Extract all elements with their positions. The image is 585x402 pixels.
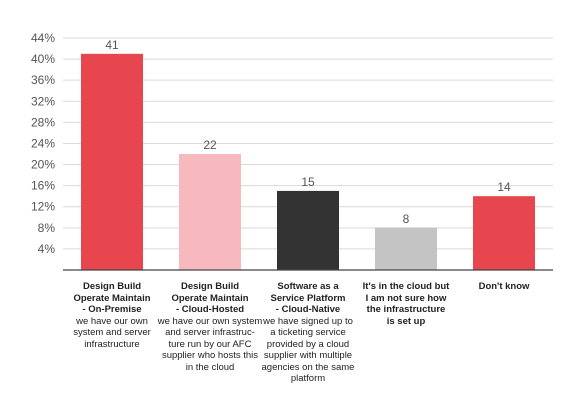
x-tick-label: Don't know — [448, 281, 560, 293]
category-description-line: supplier with multiple — [263, 350, 353, 361]
category-title-line: I am not sure how — [365, 292, 447, 304]
bar — [473, 196, 535, 270]
data-label: 14 — [497, 180, 511, 194]
bar — [179, 154, 241, 270]
category-title-line: - Cloud-Native — [275, 304, 341, 315]
data-label: 8 — [403, 212, 410, 226]
category-title-line: Operate Maintain — [171, 292, 249, 304]
y-tick-label: 24% — [31, 136, 55, 150]
category-description-line: agencies on the same — [261, 361, 355, 373]
category-title-line: Don't know — [478, 281, 530, 292]
y-tick-label: 20% — [31, 158, 55, 172]
y-tick-label: 40% — [31, 52, 55, 66]
y-tick-label: 8% — [38, 221, 56, 235]
category-description-line: we have signed up to — [263, 315, 353, 327]
y-tick-label: 32% — [31, 94, 55, 108]
x-tick-label: Design Build Operate Maintain - On-Premise… — [56, 281, 168, 350]
data-label: 22 — [203, 138, 217, 152]
category-title-line: Design Build — [180, 281, 240, 292]
bar — [277, 190, 339, 270]
category-title-line: is set up — [386, 315, 426, 327]
category-title-line: Service Platform — [270, 292, 346, 304]
category-description-line: infrastructure — [84, 338, 140, 350]
category-title-line: - Cloud-Hosted — [175, 304, 245, 315]
category-description-line: a ticketing service — [270, 327, 346, 338]
data-label: 41 — [105, 38, 119, 52]
category-description-line: we have our own system — [157, 315, 263, 327]
bar — [81, 53, 143, 271]
category-description-line: in the cloud — [185, 361, 235, 373]
category-title-line: It's in the cloud but — [362, 281, 450, 292]
category-description-line: we have our own — [76, 315, 148, 327]
x-tick-label: Design Build Operate Maintain - Cloud-Host… — [154, 281, 266, 373]
category-description-line: system and server — [73, 327, 151, 338]
category-title-line: Software as a — [277, 281, 339, 292]
category-description-line: provided by a cloud — [266, 338, 350, 350]
y-tick-label: 28% — [31, 115, 55, 129]
category-title-line: Design Build — [82, 281, 142, 292]
data-label: 15 — [301, 175, 315, 189]
bars — [81, 53, 535, 271]
x-tick-label: Software as a Service Platform - Cloud-Nat… — [252, 281, 364, 385]
category-title-line: Operate Maintain — [73, 292, 151, 304]
gridlines — [63, 37, 553, 250]
x-tick-label: It's in the cloud but I am not sure how th… — [350, 281, 462, 327]
category-description-line: ture run by our AFC — [168, 338, 252, 350]
y-tick-label: 12% — [31, 200, 55, 214]
category-title-line: - On-Premise — [82, 304, 142, 315]
y-tick-label: 16% — [31, 179, 55, 193]
category-description-line: supplier who hosts this — [161, 350, 259, 361]
y-tick-label: 36% — [31, 73, 55, 87]
y-axis-ticks: 4% 8% 12% 16% 20% 24% 28% 32% 36% 40% 44% — [31, 31, 55, 256]
y-tick-label: 4% — [38, 242, 56, 256]
bar — [375, 227, 437, 270]
category-description-line: platform — [290, 373, 326, 384]
y-tick-label: 44% — [31, 31, 55, 45]
category-title-line: the infrastructure — [366, 304, 446, 315]
category-description-line: and server infrastruc- — [165, 327, 255, 338]
value-labels: 41 22 15 8 14 — [105, 38, 511, 226]
